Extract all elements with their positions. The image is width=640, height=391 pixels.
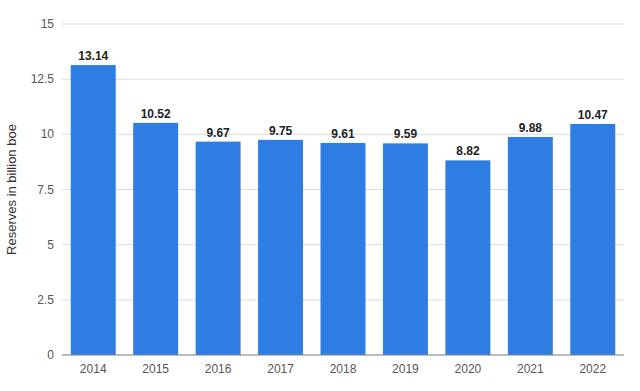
grid-line (62, 79, 624, 80)
bar (383, 143, 428, 355)
x-tick-label: 2015 (142, 362, 169, 376)
x-tick-label: 2014 (80, 362, 107, 376)
x-tick-label: 2019 (392, 362, 419, 376)
data-label: 13.14 (78, 49, 108, 63)
data-label: 10.52 (141, 107, 171, 121)
y-axis-label: Reserves in billion boe (4, 124, 19, 255)
y-tick-label: 10 (41, 127, 55, 141)
bars (71, 65, 616, 355)
grid-line (62, 355, 624, 356)
y-tick-label: 2.5 (37, 293, 54, 307)
grid-line (62, 24, 624, 25)
data-label: 9.59 (394, 127, 418, 141)
y-tick-label: 7.5 (37, 183, 54, 197)
bar (258, 140, 303, 355)
bar (508, 137, 553, 355)
data-label: 10.47 (578, 108, 608, 122)
y-tick-label: 0 (47, 348, 54, 362)
data-label: 9.75 (269, 124, 293, 138)
y-axis: 0 2.5 5 7.5 10 12.5 15 (31, 17, 55, 362)
bar (71, 65, 116, 355)
bar (445, 160, 490, 355)
x-tick-label: 2017 (267, 362, 294, 376)
bar (196, 142, 241, 355)
x-tick-label: 2020 (455, 362, 482, 376)
data-label: 9.61 (331, 127, 355, 141)
x-tick-label: 2018 (330, 362, 357, 376)
chart: 0 2.5 5 7.5 10 12.5 15 Reserves in billion boe 1… (0, 0, 640, 391)
bar (321, 143, 366, 355)
y-tick-label: 5 (47, 238, 54, 252)
bar (133, 123, 178, 355)
chart-container: 0 2.5 5 7.5 10 12.5 15 Reserves in billion boe 1… (0, 0, 640, 391)
bar (570, 124, 615, 355)
x-tick-label: 2022 (579, 362, 606, 376)
data-labels: 13.14 10.52 9.67 9.75 9.61 9.59 8.82 9.88 10.47 (78, 49, 608, 158)
y-tick-label: 12.5 (31, 72, 55, 86)
data-label: 9.88 (519, 121, 543, 135)
data-label: 8.82 (456, 144, 480, 158)
y-tick-label: 15 (41, 17, 55, 31)
x-axis: 2014 2015 2016 2017 2018 2019 2020 2021 2022 (62, 355, 624, 376)
grid (62, 24, 624, 355)
x-tick-label: 2021 (517, 362, 544, 376)
data-label: 9.67 (206, 126, 230, 140)
x-axis-line (62, 355, 624, 356)
x-tick-label: 2016 (205, 362, 232, 376)
